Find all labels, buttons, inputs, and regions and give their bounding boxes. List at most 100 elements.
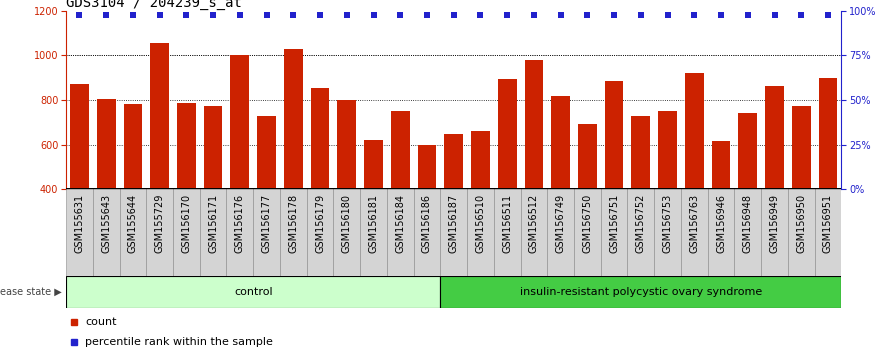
Point	[126, 12, 140, 17]
Text: GSM156176: GSM156176	[235, 194, 245, 253]
Bar	[146, 188, 173, 278]
Text: GSM156753: GSM156753	[663, 194, 672, 253]
Bar	[521, 188, 547, 278]
Bar	[307, 188, 333, 278]
Bar	[547, 188, 574, 278]
Bar	[337, 100, 356, 189]
Text: GSM156749: GSM156749	[556, 194, 566, 253]
Text: GSM156950: GSM156950	[796, 194, 806, 253]
Bar	[257, 116, 276, 189]
Bar	[173, 188, 200, 278]
Text: GSM156180: GSM156180	[342, 194, 352, 253]
Bar	[440, 188, 467, 278]
Point	[233, 12, 247, 17]
Bar	[151, 44, 169, 189]
Bar	[120, 188, 146, 278]
Text: GSM156752: GSM156752	[636, 194, 646, 253]
Bar	[735, 188, 761, 278]
Bar	[494, 188, 521, 278]
Bar	[788, 188, 815, 278]
Point	[260, 12, 274, 17]
Text: disease state ▶: disease state ▶	[0, 287, 62, 297]
Text: GSM156763: GSM156763	[689, 194, 700, 253]
Point	[794, 12, 808, 17]
Point	[553, 12, 567, 17]
Bar	[627, 188, 655, 278]
Bar	[685, 73, 704, 189]
Bar	[391, 111, 410, 189]
Point	[607, 12, 621, 17]
Bar	[815, 188, 841, 278]
Bar	[707, 188, 735, 278]
Bar	[418, 145, 436, 189]
Bar	[712, 141, 730, 189]
Text: GSM156187: GSM156187	[448, 194, 459, 253]
Text: GSM156171: GSM156171	[208, 194, 218, 253]
Text: GSM156511: GSM156511	[502, 194, 512, 253]
Bar	[200, 188, 226, 278]
Bar	[66, 188, 93, 278]
Point	[206, 12, 220, 17]
Point	[393, 12, 407, 17]
Point	[714, 12, 728, 17]
Point	[687, 12, 701, 17]
Bar	[766, 86, 784, 189]
Text: GSM156184: GSM156184	[396, 194, 405, 253]
Bar	[360, 188, 387, 278]
Bar	[524, 60, 544, 189]
Point	[581, 12, 595, 17]
Bar	[444, 134, 463, 189]
Text: count: count	[85, 317, 117, 327]
Bar	[413, 188, 440, 278]
Bar	[97, 99, 115, 189]
Bar	[658, 110, 677, 189]
Point	[100, 12, 114, 17]
Point	[821, 12, 835, 17]
Bar	[574, 188, 601, 278]
Point	[500, 12, 515, 17]
Bar	[604, 81, 624, 189]
Point	[313, 12, 327, 17]
Point	[286, 12, 300, 17]
Text: GSM156949: GSM156949	[769, 194, 780, 253]
Bar	[70, 84, 89, 189]
Bar	[204, 106, 223, 189]
Bar	[471, 131, 490, 189]
Point	[180, 12, 194, 17]
Point	[420, 12, 434, 17]
Bar	[552, 96, 570, 189]
Text: GSM156177: GSM156177	[262, 194, 271, 253]
Point	[340, 12, 354, 17]
Bar	[231, 55, 249, 189]
Bar	[364, 140, 383, 189]
Bar	[681, 188, 707, 278]
Text: control: control	[233, 287, 272, 297]
Bar	[284, 48, 303, 189]
Bar	[387, 188, 413, 278]
Bar	[253, 188, 280, 278]
Point	[473, 12, 487, 17]
Point	[527, 12, 541, 17]
Text: GSM156179: GSM156179	[315, 194, 325, 253]
Bar	[66, 276, 440, 308]
Bar	[177, 103, 196, 189]
Text: insulin-resistant polycystic ovary syndrome: insulin-resistant polycystic ovary syndr…	[520, 287, 762, 297]
Bar	[761, 188, 788, 278]
Point	[152, 12, 167, 17]
Point	[661, 12, 675, 17]
Bar	[601, 188, 627, 278]
Text: GSM156170: GSM156170	[181, 194, 191, 253]
Text: percentile rank within the sample: percentile rank within the sample	[85, 337, 273, 348]
Bar	[440, 276, 841, 308]
Text: GSM156186: GSM156186	[422, 194, 432, 253]
Text: GSM155631: GSM155631	[74, 194, 85, 253]
Text: GSM155644: GSM155644	[128, 194, 138, 253]
Text: GSM156510: GSM156510	[476, 194, 485, 253]
Text: GSM156750: GSM156750	[582, 194, 592, 253]
Bar	[738, 113, 757, 189]
Point	[447, 12, 461, 17]
Point	[72, 12, 86, 17]
Text: GSM156948: GSM156948	[743, 194, 752, 253]
Text: GSM156178: GSM156178	[288, 194, 299, 253]
Point	[633, 12, 648, 17]
